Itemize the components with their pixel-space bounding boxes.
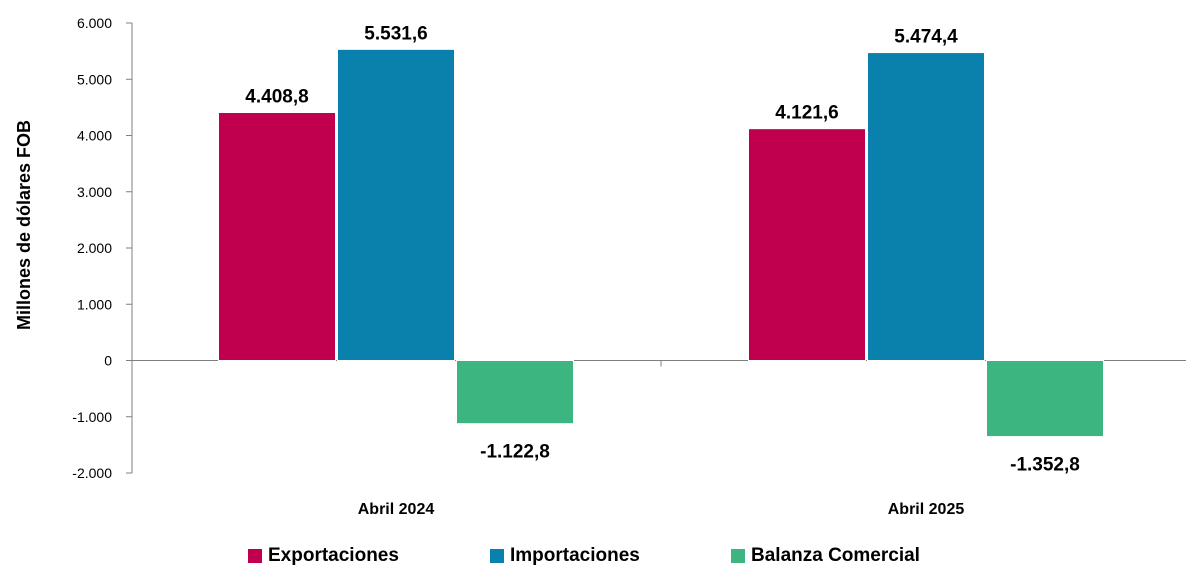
legend-swatch [490, 549, 504, 563]
legend-swatch [248, 549, 262, 563]
bars-layer [218, 48, 1104, 438]
legend-item: Importaciones [490, 545, 640, 567]
bar-balanza-comercial [986, 360, 1104, 438]
bar-chart: Millones de dólares FOB -2.000 -1.000 0 1.0… [14, 15, 1186, 518]
data-label: 5.474,4 [894, 27, 958, 48]
data-label: 4.121,6 [775, 103, 838, 124]
bar-importaciones [337, 48, 455, 361]
y-tick-label: 1.000 [77, 296, 112, 312]
legend-label: Importaciones [510, 545, 640, 566]
data-label: -1.352,8 [1010, 455, 1080, 476]
legend-item: Exportaciones [248, 545, 399, 567]
y-tick-label: 5.000 [77, 71, 112, 87]
y-tick-label: 4.000 [77, 128, 112, 144]
x-category-label: Abril 2025 [888, 501, 965, 518]
data-label: 4.408,8 [245, 87, 308, 108]
bar-importaciones [867, 52, 985, 361]
legend-label: Balanza Comercial [751, 545, 920, 566]
y-tick-label: 2.000 [77, 240, 112, 256]
data-label: -1.122,8 [480, 442, 550, 463]
y-tick-label: 0 [104, 353, 112, 369]
y-axis-title: Millones de dólares FOB [14, 120, 34, 330]
bar-balanza-comercial [456, 360, 574, 425]
legend-swatch [731, 549, 745, 563]
y-tick-label: 6.000 [77, 15, 112, 31]
y-tick-label: -1.000 [72, 409, 112, 425]
data-labels-layer: 4.408,8 4.121,6 5.531,6 5.474,4 -1.122,8 -1.3… [245, 23, 1080, 475]
y-tick-label: -2.000 [72, 465, 112, 481]
bar-exportaciones [218, 112, 336, 361]
legend: Exportaciones Importaciones Balanza Comerc… [0, 541, 1186, 571]
x-category-label: Abril 2024 [358, 501, 435, 518]
bar-exportaciones [748, 128, 866, 361]
y-tick-label: 3.000 [77, 184, 112, 200]
data-label: 5.531,6 [364, 23, 427, 44]
legend-label: Exportaciones [268, 545, 399, 566]
legend-item: Balanza Comercial [731, 545, 920, 567]
